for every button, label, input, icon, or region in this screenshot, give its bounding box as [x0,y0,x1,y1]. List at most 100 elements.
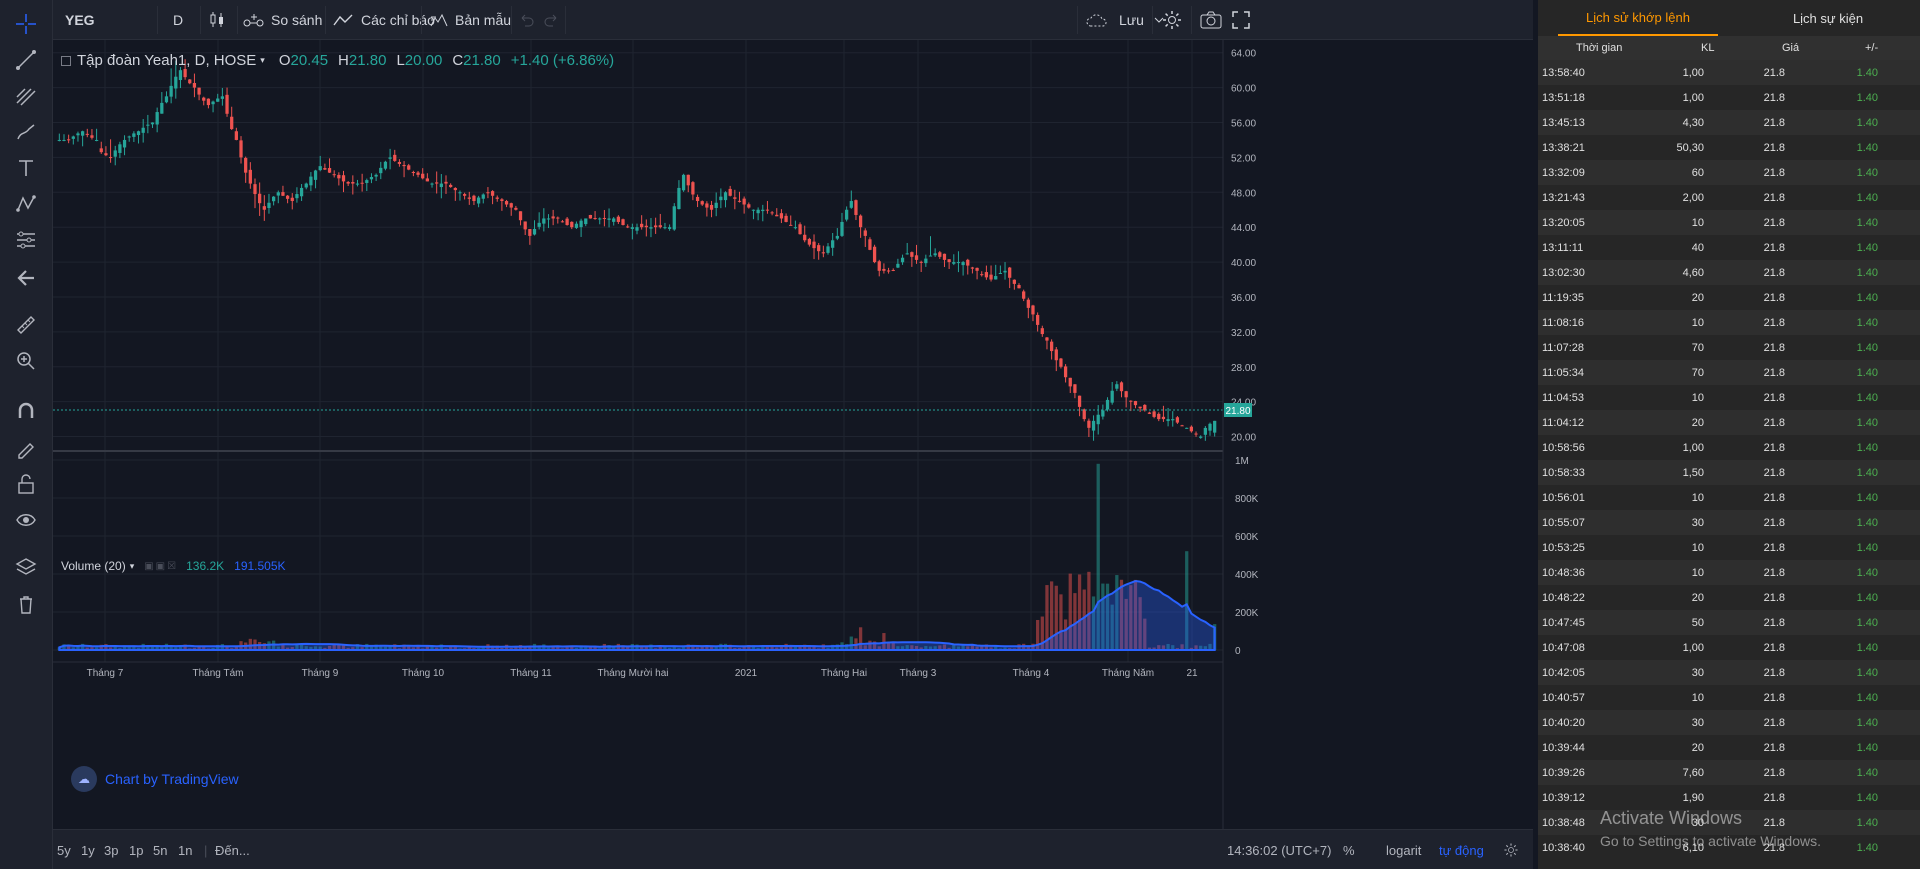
volume-bar [1063,619,1068,650]
trade-time: 13:58:40 [1542,67,1585,79]
table-row: 10:47:08 1,00 21.8 1.40 [1538,635,1920,660]
candle-body [812,241,816,249]
undo-icon[interactable] [519,0,535,40]
range-1y[interactable]: 1y [81,830,95,869]
text-tool-icon[interactable] [10,152,42,184]
candle-body [737,200,742,202]
table-row: 10:39:44 20 21.8 1.40 [1538,735,1920,760]
pattern-icon[interactable] [10,188,42,220]
table-row: 13:51:18 1,00 21.8 1.40 [1538,85,1920,110]
log-toggle[interactable]: logarit [1386,830,1421,869]
chart-canvas[interactable]: 64.00 60.00 56.00 52.00 48.00 44.00 40.00 36.00… [53,40,1533,829]
ruler-icon[interactable] [10,309,42,341]
candle-body [551,216,555,219]
trade-price: 21.8 [1763,167,1785,179]
range-5y[interactable]: 5y [57,830,71,869]
volume-bar [1152,647,1156,650]
candle-body [258,193,262,204]
tab-event-calendar[interactable]: Lịch sự kiện [1738,0,1918,36]
volume-bar [952,644,956,650]
brush-icon[interactable] [10,116,42,148]
candle-body [337,174,341,179]
range-3p[interactable]: 3p [104,830,118,869]
percent-toggle[interactable]: % [1343,830,1355,869]
volume-bar [169,646,173,650]
layers-icon[interactable] [10,551,42,583]
candle-body [970,267,975,269]
tradingview-watermark[interactable]: ☁ Chart by TradingView [71,766,239,792]
back-arrow-icon[interactable] [10,262,42,294]
trade-price: 21.8 [1763,792,1785,804]
candle-style-icon[interactable] [208,0,226,40]
legend-box-icon[interactable] [61,55,71,66]
settings-gear-icon[interactable] [1161,0,1183,40]
volume-bar [402,644,406,650]
volume-chevron-icon[interactable]: ▾ [129,560,135,571]
crosshair-icon[interactable] [10,8,42,40]
range-5n[interactable]: 5n [153,830,167,869]
volume-bar [672,646,676,650]
volume-bar [626,646,630,650]
candle-body [262,206,266,210]
magnet-icon[interactable] [10,395,42,427]
clock-label[interactable]: 14:36:02 (UTC+7) [1227,830,1331,869]
volume-bar [565,647,569,650]
scale-settings-gear-icon[interactable] [1503,830,1519,869]
candle-body [672,206,676,230]
trade-change: 1.40 [1856,142,1878,154]
candle-body [910,252,914,257]
fib-tool-icon[interactable] [10,80,42,112]
redo-icon[interactable] [543,0,559,40]
price-tick-label: 60.00 [1231,84,1256,95]
chart-pane[interactable]: 64.00 60.00 56.00 52.00 48.00 44.00 40.00 36.00… [53,40,1533,829]
volume-label[interactable]: Volume (20) [61,559,126,573]
trade-change: 1.40 [1856,667,1878,679]
candle-body [1138,406,1142,409]
trade-change: 1.40 [1856,442,1878,454]
trash-icon[interactable] [10,588,42,620]
zoom-icon[interactable] [10,345,42,377]
volume-bar [761,645,765,650]
draw-lock-icon[interactable] [10,432,42,464]
range-1n[interactable]: 1n [178,830,192,869]
candle-body [62,139,66,141]
candle-body [192,82,197,88]
compare-button[interactable]: So sánh [243,0,322,40]
candle-body [341,175,346,182]
camera-icon[interactable] [1199,0,1223,40]
candle-body [360,182,364,184]
tab-trade-history[interactable]: Lịch sử khớp lệnh [1558,0,1718,36]
trend-line-icon[interactable] [10,44,42,76]
unlock-icon[interactable] [10,468,42,500]
candle-body [896,263,900,268]
candle-body [570,221,574,228]
prediction-icon[interactable] [10,224,42,256]
candle-body [318,166,322,171]
volume-bar [621,645,625,650]
goto-date-button[interactable]: Đến... [215,830,250,869]
symbol-search[interactable]: YEG [65,0,95,40]
trade-change: 1.40 [1856,317,1878,329]
range-1p[interactable]: 1p [129,830,143,869]
legend-title[interactable]: Tập đoàn Yeah1, D, HOSE [77,52,257,69]
fullscreen-icon[interactable] [1231,0,1251,40]
candle-body [1073,384,1077,393]
save-button[interactable]: Lưu [1085,0,1164,40]
auto-toggle[interactable]: tự động [1439,830,1484,869]
price-tick-label: 28.00 [1231,363,1256,374]
indicators-button[interactable]: Các chỉ báo [333,0,435,40]
candle-body [663,227,667,229]
tab-label: Lịch sự kiện [1792,10,1864,26]
chevron-down-icon [1154,17,1164,23]
volume-settings-icons[interactable]: ▣▣☒ [144,560,179,572]
trade-volume: 10 [1691,692,1704,704]
trade-volume: 4,30 [1682,117,1704,129]
eye-icon[interactable] [10,504,42,536]
open-value: 20.45 [290,52,329,69]
table-row: 10:58:33 1,50 21.8 1.40 [1538,460,1920,485]
volume-bar [919,647,923,650]
legend-chevron-icon[interactable]: ▾ [260,55,265,65]
interval-button[interactable]: D [173,0,183,40]
candle-body [327,168,332,173]
templates-button[interactable]: Bản mẫu [429,0,511,40]
